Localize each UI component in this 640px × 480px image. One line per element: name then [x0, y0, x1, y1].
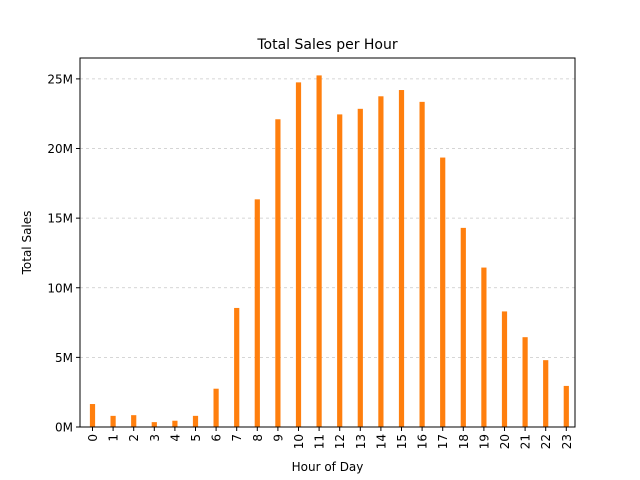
bar	[543, 360, 549, 427]
x-tick-label: 20	[498, 434, 512, 449]
bar	[378, 96, 384, 427]
bar	[357, 108, 363, 428]
x-tick-label: 21	[519, 434, 533, 449]
y-gridlines	[80, 78, 575, 358]
y-tick-label: 10M	[47, 281, 73, 295]
bar	[110, 415, 116, 427]
bar	[89, 404, 96, 427]
x-tick-label: 13	[354, 434, 368, 449]
x-tick-label: 5	[189, 434, 203, 442]
bar	[419, 101, 425, 427]
chart-title: Total Sales per Hour	[256, 37, 398, 53]
bar	[295, 82, 302, 428]
bar	[481, 267, 487, 427]
x-axis-ticks: 0 1 2 3 4 5 6 7 8 9 10 11 12 13 14 15 16 17 18 19 20 21 22 23	[86, 427, 574, 449]
bar	[275, 119, 281, 428]
x-tick-label: 7	[230, 434, 244, 442]
x-tick-label: 12	[333, 434, 347, 449]
x-tick-label: 6	[210, 434, 224, 442]
x-tick-label: 11	[313, 434, 327, 449]
x-tick-label: 18	[457, 434, 471, 449]
x-tick-label: 2	[127, 434, 141, 442]
bar	[398, 90, 405, 427]
x-tick-label: 3	[148, 434, 162, 442]
x-tick-label: 19	[477, 434, 491, 449]
x-tick-label: 14	[374, 434, 388, 449]
x-tick-label: 15	[395, 434, 409, 449]
bars	[89, 75, 569, 428]
bar	[522, 337, 528, 427]
x-tick-label: 10	[292, 434, 306, 449]
x-tick-label: 22	[539, 434, 553, 449]
bar	[337, 114, 343, 427]
y-axis-label: Total Sales	[20, 211, 34, 276]
bar	[213, 388, 219, 427]
x-tick-label: 8	[251, 434, 265, 442]
x-tick-label: 0	[86, 434, 100, 442]
bar	[254, 199, 260, 427]
x-tick-label: 16	[416, 434, 430, 449]
x-tick-label: 17	[436, 434, 450, 449]
y-tick-label: 5M	[55, 351, 73, 365]
bar	[172, 420, 178, 427]
x-tick-label: 4	[168, 434, 182, 442]
x-tick-label: 1	[107, 434, 121, 442]
x-tick-label: 9	[271, 434, 285, 442]
y-tick-label: 15M	[47, 212, 73, 226]
bar	[501, 311, 508, 427]
bar	[131, 415, 137, 427]
x-axis-label: Hour of Day	[292, 460, 364, 474]
x-tick-label: 23	[560, 434, 574, 449]
bar	[460, 227, 466, 427]
bar	[192, 415, 199, 427]
bar	[234, 307, 240, 427]
bar	[151, 422, 157, 427]
y-tick-label: 0M	[55, 421, 73, 435]
y-tick-label: 25M	[47, 72, 73, 86]
y-tick-label: 20M	[47, 142, 73, 156]
plot-frame	[79, 57, 576, 428]
bar	[316, 75, 322, 427]
bar	[440, 157, 446, 428]
y-axis-ticks: 0M 5M 10M 15M 20M 25M	[47, 72, 80, 435]
bar	[563, 385, 569, 427]
